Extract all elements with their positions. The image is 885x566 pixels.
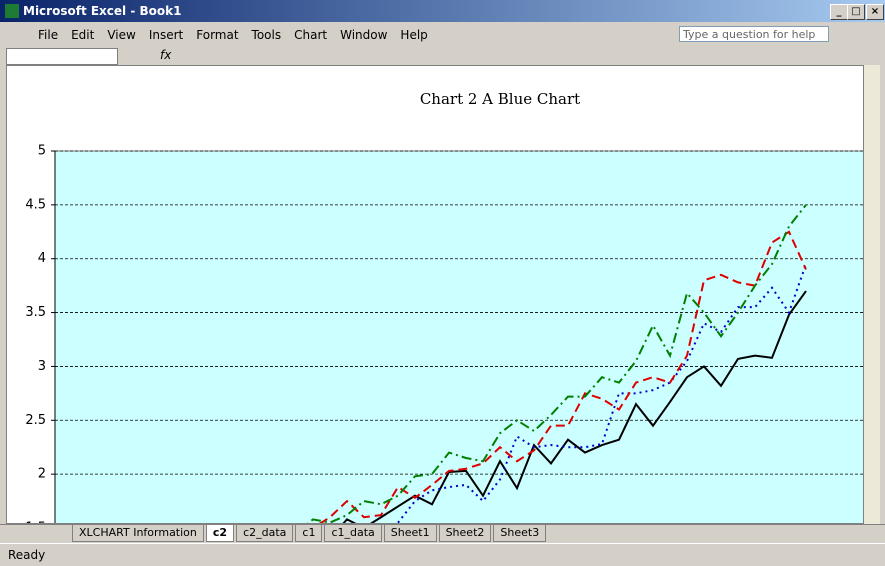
fx-button[interactable]: fx (160, 48, 172, 62)
title-bar: Microsoft Excel - Book1 _ □ × (0, 0, 885, 22)
maximize-button[interactable]: □ (847, 4, 865, 20)
minimize-button[interactable]: _ (830, 4, 848, 20)
help-box[interactable]: Type a question for help (679, 26, 829, 42)
sheet-tab[interactable]: c2_data (236, 525, 294, 542)
menu-item[interactable]: Format (196, 28, 239, 42)
chart: Chart 2 A Blue Chart 1.5 2 2.5 3 3.5 4 4.5 5 (25, 90, 863, 524)
name-box[interactable] (6, 48, 118, 65)
app-icon (5, 4, 19, 18)
sheet-tab[interactable]: c2 (205, 525, 235, 542)
menu-item[interactable]: Help (400, 28, 428, 42)
y-tick-label: 1.5 (25, 521, 46, 524)
y-tick-label: 5 (38, 144, 46, 159)
sheet-tabs: XLCHART Information c2 c2_data c1 c1_data She… (0, 524, 885, 543)
y-tick-label: 3.5 (25, 305, 46, 320)
y-tick-label: 2.5 (25, 413, 46, 428)
status-bar: Ready (0, 543, 885, 565)
y-tick-label: 4.5 (25, 197, 46, 212)
menu-item[interactable]: File (38, 28, 59, 42)
sheet-tab[interactable]: c1 (295, 525, 323, 542)
series-line (342, 290, 807, 523)
vertical-scrollbar[interactable] (864, 65, 880, 524)
sheet-tab[interactable]: Sheet3 (493, 525, 547, 542)
y-tick-label: 2 (38, 467, 46, 482)
menu-item[interactable]: Insert (148, 28, 184, 42)
series-line (307, 204, 807, 523)
sheet-tab[interactable]: Sheet1 (383, 525, 437, 542)
menu-item[interactable]: Edit (71, 28, 95, 42)
plot-area (54, 150, 863, 523)
y-tick-label: 4 (38, 251, 46, 266)
series-line (319, 230, 807, 523)
menu-item[interactable]: Window (340, 28, 388, 42)
menu-item[interactable]: Chart (294, 28, 328, 42)
menu-item[interactable]: View (107, 28, 136, 42)
sheet-tab[interactable]: XLCHART Information (72, 525, 204, 542)
sheet-tab[interactable]: c1_data (324, 525, 382, 542)
y-tick-label: 3 (38, 359, 46, 374)
close-button[interactable]: × (866, 4, 884, 20)
formula-bar (0, 46, 885, 65)
chart-title: Chart 2 A Blue Chart (420, 90, 580, 108)
series-line (393, 263, 807, 523)
menu-item[interactable]: Tools (251, 28, 282, 42)
window-title: Microsoft Excel - Book1 (23, 4, 182, 18)
menu-bar: File Edit View Insert Format Tools Chart Window… (0, 24, 885, 46)
sheet-tab[interactable]: Sheet2 (438, 525, 492, 542)
